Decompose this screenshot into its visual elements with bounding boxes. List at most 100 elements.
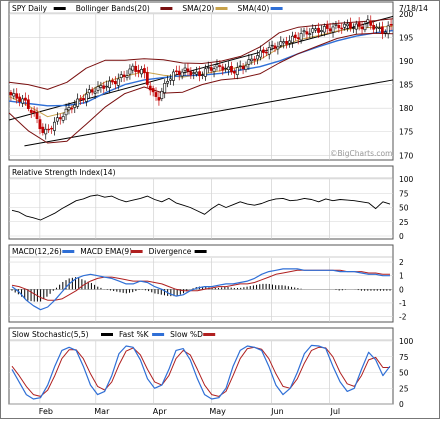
candle-body bbox=[105, 85, 109, 88]
y-tick-label-macd: 0 bbox=[399, 285, 404, 294]
watermark: ©BigCharts.com bbox=[330, 149, 392, 158]
legend-swatch-price bbox=[53, 7, 66, 10]
y-tick-label-stochastic: 25 bbox=[399, 384, 409, 393]
candle-body bbox=[299, 33, 303, 41]
candle-body bbox=[235, 67, 239, 76]
candle-body bbox=[369, 20, 373, 26]
candle-body bbox=[270, 44, 274, 47]
candle-body bbox=[122, 74, 126, 77]
y-tick-label-price: 180 bbox=[399, 104, 414, 113]
legend-label-stochastic: Slow Stochastic(5,5) bbox=[12, 330, 89, 339]
candle-body bbox=[314, 28, 318, 31]
y-tick-label-rsi: 50 bbox=[399, 204, 409, 213]
candle-body bbox=[140, 69, 143, 75]
candle-body bbox=[172, 71, 175, 81]
candle-body bbox=[230, 65, 233, 73]
candle-body bbox=[372, 25, 376, 30]
legend-label-price: SMA(40) bbox=[238, 4, 270, 13]
candle-body bbox=[279, 41, 283, 46]
candle-body bbox=[154, 92, 158, 97]
legend-swatch-price bbox=[160, 7, 173, 10]
candle-body bbox=[296, 37, 300, 40]
price-series-line bbox=[8, 25, 394, 118]
legend-swatch-price bbox=[215, 7, 228, 10]
rsi-title: Relative Strength Index(14) bbox=[12, 168, 116, 177]
candle-body bbox=[32, 110, 36, 113]
candle-body bbox=[15, 93, 19, 99]
candle-body bbox=[160, 90, 164, 99]
candle-body bbox=[244, 65, 248, 70]
candle-body bbox=[84, 93, 88, 102]
candle-body bbox=[76, 98, 80, 107]
y-tick-label-price: 175 bbox=[399, 128, 414, 137]
candle-body bbox=[163, 83, 167, 93]
candle-body bbox=[363, 23, 367, 31]
candle-body bbox=[166, 81, 170, 84]
candle-body bbox=[79, 98, 82, 100]
candle-body bbox=[386, 25, 390, 34]
candle-body bbox=[378, 27, 381, 29]
legend-label-stochastic: Fast %K bbox=[119, 330, 150, 339]
candle-body bbox=[169, 78, 172, 81]
legend-swatch-price bbox=[270, 7, 283, 10]
candle-body bbox=[180, 71, 184, 77]
panel-frame-rsi bbox=[8, 165, 394, 240]
candle-body bbox=[143, 68, 146, 74]
candle-body bbox=[9, 92, 13, 96]
candle-body bbox=[41, 126, 45, 133]
y-tick-label-price: 190 bbox=[399, 57, 414, 66]
y-tick-label-price: 195 bbox=[399, 34, 414, 43]
candle-body bbox=[218, 65, 222, 67]
candle-body bbox=[238, 65, 242, 67]
candle-body bbox=[125, 75, 129, 78]
candle-body bbox=[151, 88, 155, 93]
candle-body bbox=[192, 72, 196, 74]
candle-body bbox=[128, 68, 132, 75]
candle-body bbox=[349, 22, 352, 29]
candle-body bbox=[134, 65, 138, 72]
legend-swatch-macd bbox=[130, 250, 143, 253]
y-tick-label-rsi: 75 bbox=[399, 189, 409, 198]
candle-body bbox=[119, 74, 123, 78]
candle-body bbox=[340, 27, 344, 30]
candle-body bbox=[108, 80, 111, 89]
rsi-line bbox=[11, 194, 391, 221]
candle-body bbox=[247, 59, 251, 65]
candle-body bbox=[256, 55, 259, 60]
y-tick-label-rsi: 0 bbox=[399, 232, 404, 241]
candle-body bbox=[366, 19, 370, 23]
legend-label-macd: MACD EMA(9) bbox=[80, 247, 132, 256]
candle-body bbox=[346, 23, 349, 27]
candle-body bbox=[250, 58, 254, 62]
candle-body bbox=[259, 50, 262, 58]
candle-body bbox=[195, 71, 199, 75]
legend-swatch-macd bbox=[194, 250, 207, 253]
y-tick-label-stochastic: 50 bbox=[399, 369, 409, 378]
candle-body bbox=[253, 58, 257, 61]
candle-body bbox=[186, 68, 190, 72]
y-tick-label-macd: 1 bbox=[399, 272, 404, 281]
candle-body bbox=[322, 26, 326, 33]
candle-body bbox=[282, 41, 286, 44]
candle-body bbox=[58, 117, 62, 120]
y-tick-label-price: 200 bbox=[399, 10, 414, 19]
candle-body bbox=[73, 104, 77, 108]
candle-body bbox=[351, 27, 355, 29]
candle-body bbox=[70, 107, 74, 110]
candle-body bbox=[21, 98, 24, 104]
candle-body bbox=[131, 65, 135, 71]
y-tick-label-stochastic: 100 bbox=[399, 337, 414, 346]
stochastic-fast-k-line bbox=[11, 344, 391, 400]
candle-body bbox=[331, 26, 335, 33]
candle-body bbox=[293, 34, 297, 39]
price-series-line bbox=[8, 18, 394, 90]
candle-body bbox=[334, 23, 338, 26]
x-tick-label: May bbox=[209, 407, 226, 416]
legend-swatch-macd bbox=[62, 250, 75, 253]
candle-body bbox=[285, 41, 289, 45]
candle-body bbox=[12, 93, 16, 97]
candle-body bbox=[232, 71, 236, 74]
candle-body bbox=[375, 26, 378, 29]
